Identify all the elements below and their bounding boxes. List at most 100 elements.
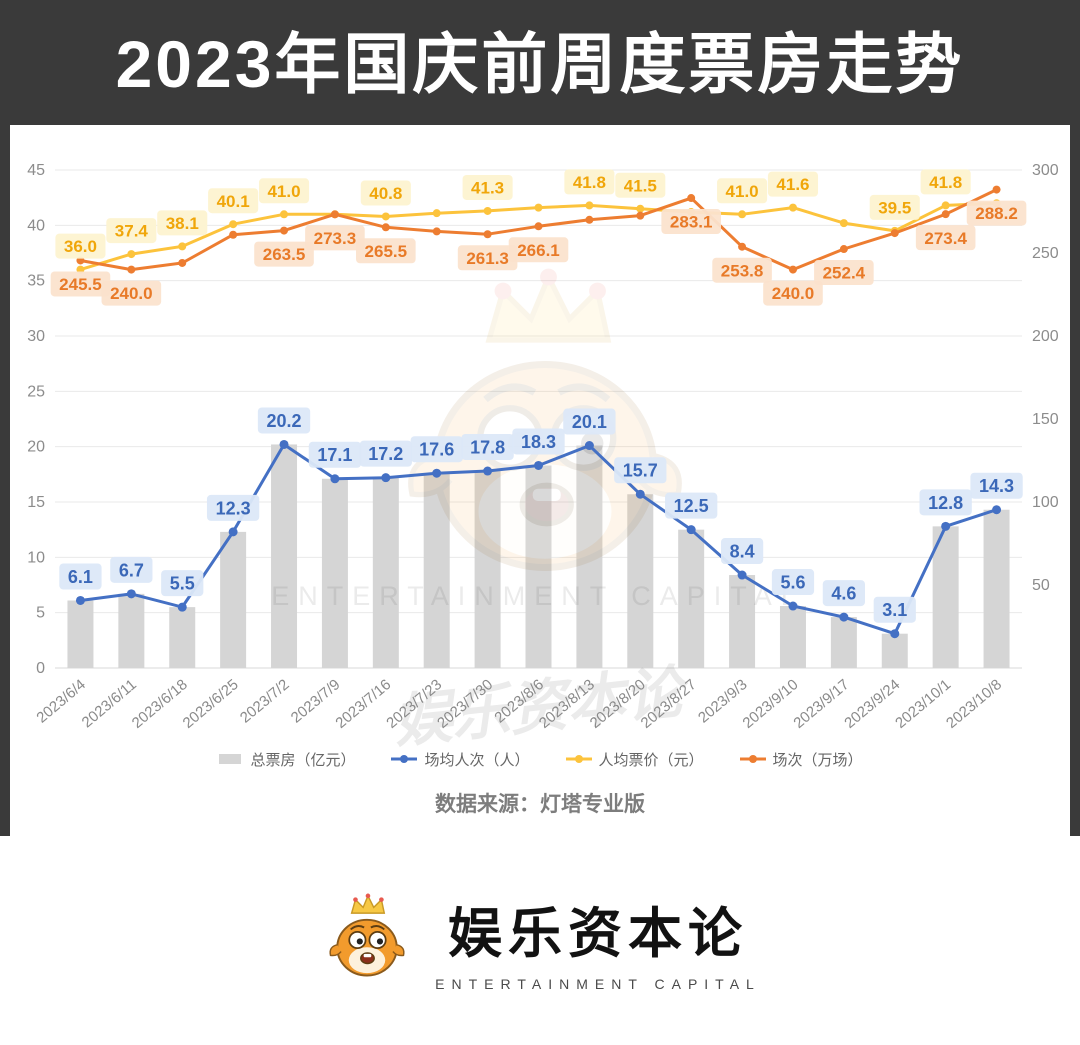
labels-avg_attendance: 6.1 6.7 5.5 12.3 20.2 17.1 17.2 17.6 17.8 18.3 20.… [59,407,1023,623]
chart-title: 2023年国庆前周度票房走势 [115,27,965,101]
svg-text:2023/9/10: 2023/9/10 [739,676,801,732]
legend-swatch-screenings [739,755,766,764]
legend-item-avg_attendance: 场均人次（人） [391,749,530,770]
chart-canvas: 0 5 10 15 20 25 30 35 40 45 50 100 150 200 250 300 ENTER… [27,162,1059,756]
chart-area: 0 5 10 15 20 25 30 35 40 45 50 100 150 200 250 300 ENTER… [10,135,1070,763]
svg-text:12.8: 12.8 [928,492,963,512]
svg-text:273.3: 273.3 [314,229,357,248]
svg-text:240.0: 240.0 [110,284,153,303]
svg-text:41.0: 41.0 [267,181,300,200]
svg-text:40.8: 40.8 [369,184,402,203]
svg-text:2023/9/24: 2023/9/24 [841,676,903,732]
svg-text:2023/6/25: 2023/6/25 [180,676,242,732]
svg-text:250: 250 [1032,245,1059,262]
svg-text:8.4: 8.4 [730,541,755,561]
svg-text:12.3: 12.3 [216,498,251,518]
labels-avg_ticket_price: 36.0 37.4 38.1 40.1 41.0 40.8 41.3 41.8 41.5 41.0… [55,169,971,259]
svg-text:17.6: 17.6 [419,439,454,459]
svg-text:45: 45 [27,162,45,179]
legend-item-avg_ticket_price: 人均票价（元） [565,749,704,770]
svg-text:261.3: 261.3 [466,248,509,267]
svg-text:18.3: 18.3 [521,432,556,452]
chart-card: 0 5 10 15 20 25 30 35 40 45 50 100 150 200 250 300 ENTER… [10,124,1070,836]
svg-text:41.8: 41.8 [929,173,962,192]
svg-text:5.5: 5.5 [170,573,195,593]
right-axis-labels: 50 100 150 200 250 300 [1032,162,1059,594]
svg-text:200: 200 [1032,328,1059,345]
legend-label-avg_attendance: 场均人次（人） [424,751,530,769]
svg-text:300: 300 [1032,162,1059,179]
left-axis-labels: 0 5 10 15 20 25 30 35 40 45 [27,162,45,677]
svg-text:5: 5 [36,604,45,621]
svg-text:25: 25 [27,383,45,400]
svg-text:4.6: 4.6 [831,583,856,603]
svg-text:283.1: 283.1 [670,212,713,231]
legend-label-avg_ticket_price: 人均票价（元） [598,751,704,769]
legend-item-total_boxoffice: 总票房（亿元） [217,749,355,770]
brand-text: 娱乐资本论 ENTERTAINMENT CAPITAL [435,889,761,992]
svg-text:20.1: 20.1 [572,412,607,432]
labels-screenings: 245.5 240.0 263.5 273.3 265.5 261.3 266.1 283.1… [50,200,1027,306]
legend-swatch-total_boxoffice [219,754,242,765]
svg-text:3.1: 3.1 [882,600,907,620]
svg-text:39.5: 39.5 [878,198,911,217]
legend-label-total_boxoffice: 总票房（亿元） [250,751,356,769]
line-avg_attendance [75,439,1002,638]
svg-text:20: 20 [27,438,45,455]
svg-text:0: 0 [36,660,45,677]
legend-item-screenings: 场次（万场） [739,749,863,770]
svg-text:40: 40 [27,217,45,234]
svg-text:15.7: 15.7 [623,460,658,480]
svg-text:41.0: 41.0 [726,181,759,200]
svg-text:253.8: 253.8 [721,261,764,280]
legend-swatch-avg_ticket_price [565,755,592,764]
svg-text:2023/10/1: 2023/10/1 [892,676,954,732]
svg-text:17.2: 17.2 [368,444,403,464]
svg-text:100: 100 [1032,494,1059,511]
svg-text:30: 30 [27,328,45,345]
brand-name-cn: 娱乐资本论 [447,900,748,965]
svg-text:41.3: 41.3 [471,178,504,197]
svg-text:ENTERTAINMENT CAPITAL: ENTERTAINMENT CAPITAL [271,581,805,611]
svg-text:252.4: 252.4 [823,263,866,282]
line-screenings [76,185,1001,274]
svg-text:2023/7/16: 2023/7/16 [332,676,394,732]
svg-text:14.3: 14.3 [979,476,1014,496]
svg-text:41.8: 41.8 [573,173,606,192]
svg-text:263.5: 263.5 [263,245,306,264]
svg-text:2023/7/2: 2023/7/2 [237,676,293,727]
svg-text:240.0: 240.0 [772,284,815,303]
brand-mascot-icon [319,892,415,988]
brand-logo: 娱乐资本论 ENTERTAINMENT CAPITAL [319,889,761,992]
svg-text:35: 35 [27,272,45,289]
svg-text:2023/6/11: 2023/6/11 [79,676,140,731]
svg-text:10: 10 [27,549,45,566]
legend-label-screenings: 场次（万场） [772,751,863,769]
svg-text:娱乐资本论: 娱乐资本论 [390,657,693,756]
bars-total_boxoffice [67,444,1010,668]
svg-text:36.0: 36.0 [64,237,97,256]
brand-name-en: ENTERTAINMENT CAPITAL [435,975,761,992]
svg-text:288.2: 288.2 [975,204,1018,223]
svg-text:273.4: 273.4 [924,228,967,247]
svg-text:5.6: 5.6 [780,572,805,592]
svg-text:38.1: 38.1 [166,214,199,233]
svg-text:2023/9/17: 2023/9/17 [790,676,852,732]
svg-text:17.8: 17.8 [470,437,505,457]
svg-text:37.4: 37.4 [115,221,149,240]
svg-text:2023/6/18: 2023/6/18 [129,676,191,732]
svg-text:50: 50 [1032,577,1050,594]
svg-text:41.6: 41.6 [776,175,809,194]
footer: 娱乐资本论 ENTERTAINMENT CAPITAL [0,835,1080,1045]
legend-swatch-avg_attendance [391,755,418,764]
svg-text:20.2: 20.2 [267,411,302,431]
data-source: 数据来源：灯塔专业版 [435,792,645,816]
svg-text:6.7: 6.7 [119,560,144,580]
svg-text:41.5: 41.5 [624,176,657,195]
header: 2023年国庆前周度票房走势 [0,0,1080,125]
svg-text:12.5: 12.5 [674,496,709,516]
svg-text:2023/10/8: 2023/10/8 [943,676,1005,732]
svg-text:266.1: 266.1 [517,240,560,259]
chart-legend: 总票房（亿元） 场均人次（人） 人均票价（元） 场次（万场） [10,749,1070,770]
svg-text:150: 150 [1032,411,1059,428]
